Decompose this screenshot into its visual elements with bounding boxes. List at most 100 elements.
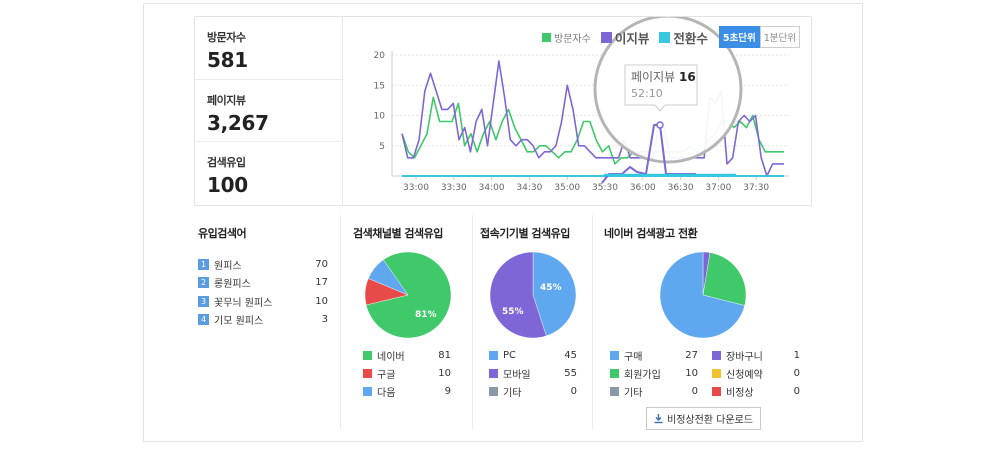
x-tick-label: 35:30 [592,183,618,193]
keyword-label: 기모 원피스 [214,316,264,328]
legend-swatch [610,350,619,360]
legend-value: 0 [793,385,800,397]
device-column: 접속기기별 검색유입 45% 55% PC 45 모바일 55 기타 0 [474,215,593,430]
x-tick-label: 36:30 [668,183,694,193]
stat-value: 581 [207,48,248,72]
pie-legend-row: 다음 9 [363,382,451,400]
keyword-row[interactable]: 3 꽃무늬 원피스 10 [198,292,328,311]
legend-label: 기타 [624,387,643,399]
pie-legend-row: 구매 27 [610,346,698,364]
legend-value: 9 [444,385,451,397]
legend-label: 구글 [377,369,396,381]
download-button-label: 비정상전환 다운로드 [667,415,753,426]
pie-slice [702,252,747,306]
download-icon [654,413,663,423]
legend-label: 신청예약 [726,369,763,381]
channel-pie-chart: 81% [364,251,452,339]
keyword-count: 70 [315,258,328,270]
legend-swatch [712,386,721,396]
stat-label: 검색유입 [207,156,246,170]
legend-label: 구매 [624,351,643,363]
y-tick-label: 5 [379,142,385,152]
keyword-label: 롱원피스 [214,279,251,291]
y-tick-label: 20 [374,51,386,61]
legend-value: 0 [570,385,577,397]
x-tick-label: 34:00 [479,183,505,193]
realtime-panel: 방문자수 581 페이지뷰 3,267 검색유입 100 5 10 15 20 33:0… [194,16,812,206]
tooltip-time: 52:10 [631,87,663,100]
five-second-unit-button[interactable]: 5초단위 [718,26,760,48]
device-pie-title: 접속기기별 검색유입 [480,227,570,240]
bottom-section: 유입검색어 1 원피스 70 2 롱원피스 17 3 꽃무늬 원피스 10 4 기모 원피스 3 검색… [194,215,812,430]
stat-pageviews: 페이지뷰 3,267 [195,80,342,143]
visitors-swatch [542,33,551,42]
legend-swatch [610,386,619,396]
legend-value: 55 [564,367,577,379]
legend-value: 10 [438,367,451,379]
pageviews-swatch [600,32,612,43]
stat-label: 방문자수 [207,31,246,44]
pie-legend-row: 비정상 0 [712,382,800,400]
legend-pageviews-label: 이지뷰 [614,31,650,46]
legend-swatch [489,386,498,396]
tooltip-value: 16 [679,70,696,84]
legend-label: PC [503,349,517,361]
legend-value: 45 [564,349,577,361]
tooltip-box [624,64,698,106]
x-tick-label: 33:30 [441,183,467,193]
legend-value: 81 [438,349,451,361]
pie-legend-row: 회원가입 10 [610,364,698,382]
pie-legend-row: 네이버 81 [363,346,451,364]
pie-slice [368,259,409,296]
legend-swatch [363,368,372,378]
ad-conversion-pie-chart [659,251,747,339]
keyword-label: 원피스 [214,260,242,272]
channel-column: 검색채널별 검색유입 81% 네이버 81 구글 10 다음 9 [342,215,473,430]
legend-conversions[interactable]: 전환수 [659,28,708,47]
legend-value: 0 [793,367,800,379]
pie-legend-row: 모바일 55 [489,364,577,382]
stat-value: 3,267 [207,110,269,135]
keyword-row[interactable]: 2 롱원피스 17 [198,274,328,293]
line-chart-area: 5 10 15 20 33:00 33:30 34:00 34:30 35:00 35:30 36:… [344,17,812,205]
legend-label: 네이버 [377,351,405,363]
pie-slice-label: 55% [502,307,524,317]
keyword-label: 꽃무늬 원피스 [214,297,273,309]
legend-value: 10 [685,367,698,379]
pie-legend-row: 기타 0 [489,382,577,400]
x-tick-label: 34:30 [516,183,542,193]
pie-slice [532,251,577,337]
legend-swatch [489,350,498,360]
keyword-row[interactable]: 4 기모 원피스 3 [198,311,328,330]
legend-value: 0 [691,385,698,397]
ad-conversion-column: 네이버 검색광고 전환 구매 27 회원가입 10 기타 0 장바구니 1 신청예약 0 비정상 0 … [594,215,812,430]
one-minute-unit-button[interactable]: 1분단위 [759,26,800,48]
y-tick-label: 10 [374,112,386,122]
legend-swatch [712,350,721,360]
legend-value: 27 [685,349,698,361]
legend-label: 장바구니 [726,351,763,363]
stat-value: 100 [207,173,248,198]
channel-pie-title: 검색채널별 검색유입 [353,227,443,240]
tooltip-label: 페이지뷰 [631,70,675,84]
legend-visitors[interactable]: 방문자수 [542,30,591,45]
hover-point [656,121,664,129]
ad-conversion-title: 네이버 검색광고 전환 [604,227,698,240]
legend-pageviews[interactable]: 이지뷰 [600,28,650,47]
pie-legend-row: PC 45 [489,346,577,364]
keyword-column: 유입검색어 1 원피스 70 2 롱원피스 17 3 꽃무늬 원피스 10 4 기모 원피스 3 [194,215,341,430]
conversions-swatch [659,32,671,43]
channel-pie-legend: 네이버 81 구글 10 다음 9 [363,346,451,400]
pie-legend-row: 구글 10 [363,364,451,382]
keyword-title: 유입검색어 [198,227,247,240]
keyword-count: 3 [321,314,328,326]
magnifier-lens: 페이지뷰 16 52:10 [593,17,743,184]
pie-slice [489,251,547,339]
keyword-list: 1 원피스 70 2 롱원피스 17 3 꽃무늬 원피스 10 4 기모 원피스 3 [198,255,328,329]
x-tick-label: 36:00 [630,183,656,193]
legend-label: 비정상 [726,387,754,399]
legend-visitors-label: 방문자수 [554,34,591,45]
abnormal-conversion-download-button[interactable]: 비정상전환 다운로드 [646,407,761,430]
keyword-row[interactable]: 1 원피스 70 [198,255,328,274]
stat-label: 페이지뷰 [207,93,246,107]
